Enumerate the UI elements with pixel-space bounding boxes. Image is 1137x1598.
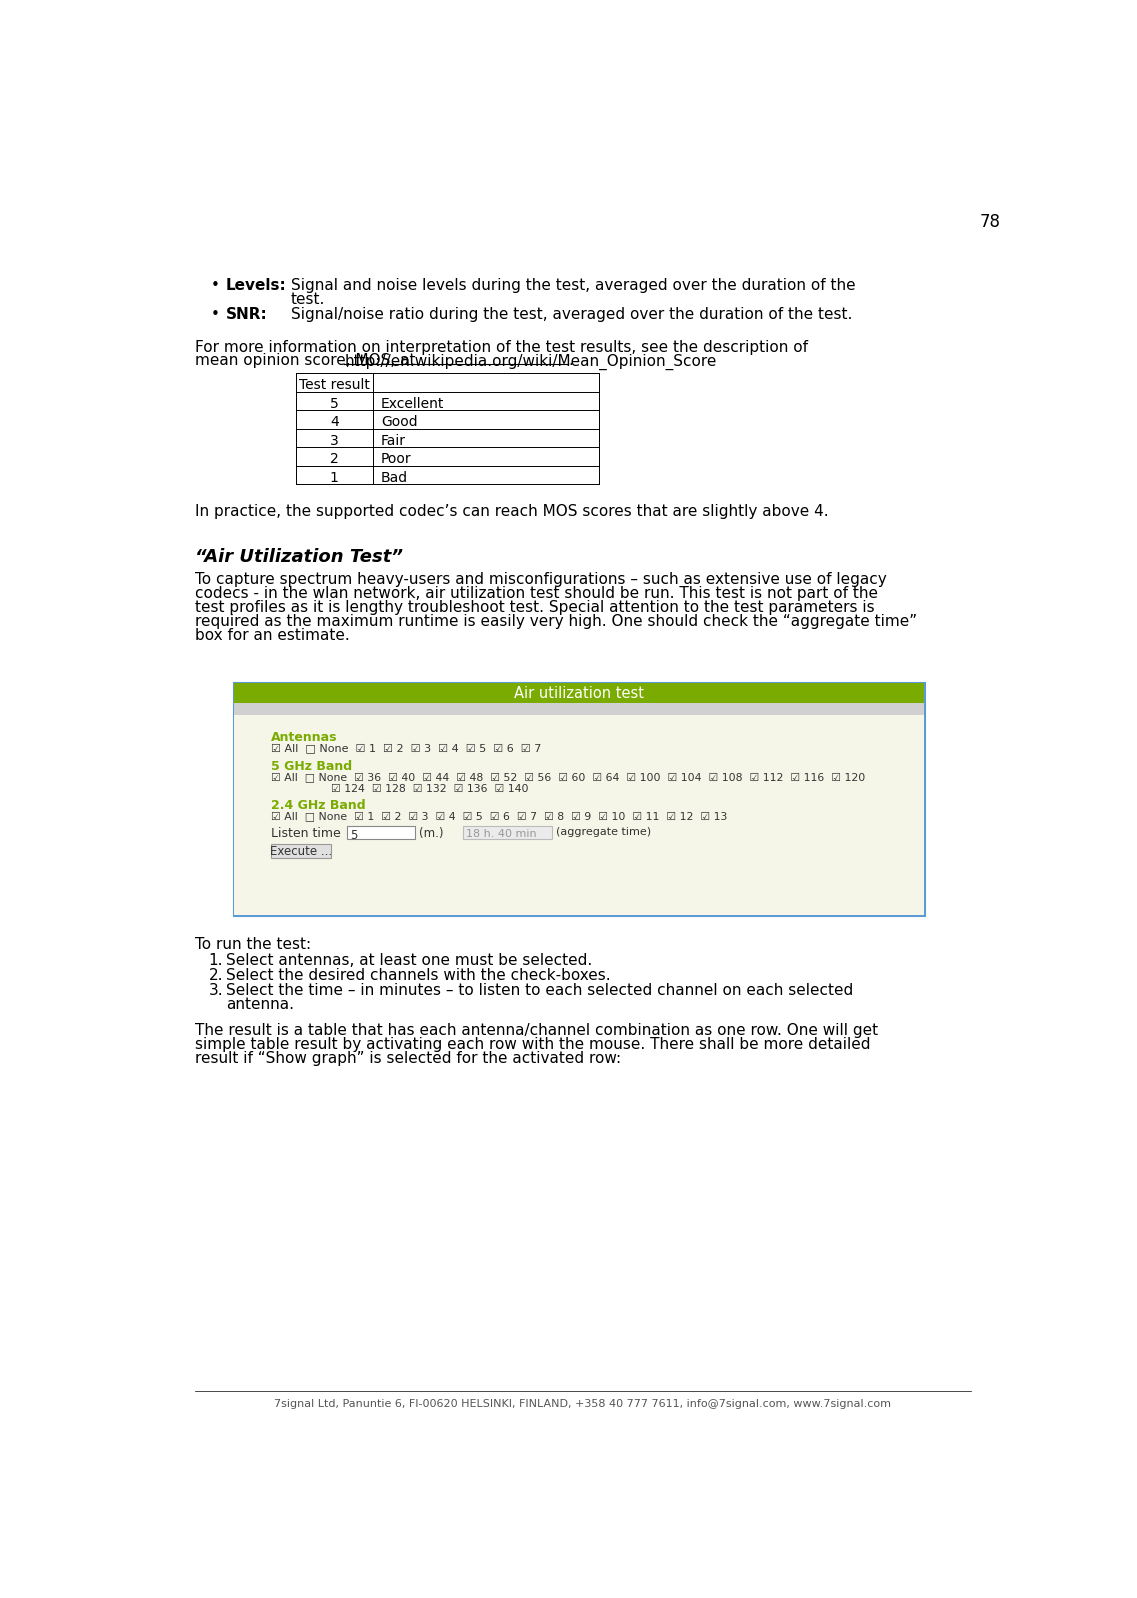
Text: 5: 5	[350, 828, 357, 842]
Text: Excellent: Excellent	[381, 396, 445, 411]
Bar	[347, 826, 415, 839]
Text: 18 h. 40 min: 18 h. 40 min	[466, 828, 537, 839]
Bar	[463, 826, 553, 839]
Text: Signal/noise ratio during the test, averaged over the duration of the test.: Signal/noise ratio during the test, aver…	[291, 307, 853, 323]
Text: mean opinion score, MOS, at: mean opinion score, MOS, at	[194, 353, 421, 369]
Bar	[271, 844, 331, 858]
Text: codecs - in the wlan network, air utilization test should be run. This test is n: codecs - in the wlan network, air utiliz…	[194, 586, 878, 601]
Text: Execute ...: Execute ...	[269, 845, 332, 858]
Text: 3: 3	[330, 433, 339, 447]
Bar	[234, 682, 924, 703]
Text: 3.: 3.	[209, 983, 223, 999]
Text: ☑ All  □ None  ☑ 1  ☑ 2  ☑ 3  ☑ 4  ☑ 5  ☑ 6  ☑ 7: ☑ All □ None ☑ 1 ☑ 2 ☑ 3 ☑ 4 ☑ 5 ☑ 6 ☑ 7	[271, 743, 541, 753]
Text: Antennas: Antennas	[271, 730, 338, 743]
Bar	[233, 682, 924, 916]
Text: 2.: 2.	[209, 968, 223, 983]
Text: box for an estimate.: box for an estimate.	[194, 628, 349, 642]
Text: Fair: Fair	[381, 433, 406, 447]
Text: To capture spectrum heavy-users and misconfigurations – such as extensive use of: To capture spectrum heavy-users and misc…	[194, 572, 887, 586]
Text: test.: test.	[291, 292, 325, 307]
Text: “Air Utilization Test”: “Air Utilization Test”	[194, 548, 402, 566]
Text: 7signal Ltd, Panuntie 6, FI-00620 HELSINKI, FINLAND, +358 40 777 7611, info@7sig: 7signal Ltd, Panuntie 6, FI-00620 HELSIN…	[274, 1400, 890, 1409]
Text: Bad: Bad	[381, 470, 408, 484]
Text: Select the time – in minutes – to listen to each selected channel on each select: Select the time – in minutes – to listen…	[226, 983, 853, 999]
Text: To run the test:: To run the test:	[194, 936, 310, 952]
Text: 4: 4	[330, 415, 339, 428]
Text: Signal and noise levels during the test, averaged over the duration of the: Signal and noise levels during the test,…	[291, 278, 855, 292]
Text: In practice, the supported codec’s can reach MOS scores that are slightly above : In practice, the supported codec’s can r…	[194, 505, 829, 519]
Text: simple table result by activating each row with the mouse. There shall be more d: simple table result by activating each r…	[194, 1037, 870, 1051]
Text: Select the desired channels with the check-boxes.: Select the desired channels with the che…	[226, 968, 611, 983]
Bar	[234, 716, 924, 914]
Text: ☑ 124  ☑ 128  ☑ 132  ☑ 136  ☑ 140: ☑ 124 ☑ 128 ☑ 132 ☑ 136 ☑ 140	[331, 785, 529, 794]
Text: •: •	[210, 307, 219, 323]
Text: http://en.wikipedia.org/wiki/Mean_Opinion_Score: http://en.wikipedia.org/wiki/Mean_Opinio…	[345, 353, 716, 369]
Text: test profiles as it is lengthy troubleshoot test. Special attention to the test : test profiles as it is lengthy troublesh…	[194, 599, 874, 615]
Text: result if “Show graph” is selected for the activated row:: result if “Show graph” is selected for t…	[194, 1051, 621, 1066]
Text: Test result: Test result	[299, 379, 370, 392]
Text: For more information on interpretation of the test results, see the description : For more information on interpretation o…	[194, 340, 807, 355]
Text: Air utilization test: Air utilization test	[514, 686, 645, 700]
Text: Levels:: Levels:	[226, 278, 287, 292]
Text: Good: Good	[381, 415, 417, 428]
Text: 2.4 GHz Band: 2.4 GHz Band	[271, 799, 365, 812]
Text: .: .	[568, 353, 573, 369]
Text: 1: 1	[330, 470, 339, 484]
Text: (m.): (m.)	[418, 828, 443, 841]
Text: required as the maximum runtime is easily very high. One should check the “aggre: required as the maximum runtime is easil…	[194, 614, 916, 628]
Text: ☑ All  □ None  ☑ 1  ☑ 2  ☑ 3  ☑ 4  ☑ 5  ☑ 6  ☑ 7  ☑ 8  ☑ 9  ☑ 10  ☑ 11  ☑ 12  ☑ : ☑ All □ None ☑ 1 ☑ 2 ☑ 3 ☑ 4 ☑ 5 ☑ 6 ☑ 7…	[271, 812, 728, 821]
Text: •: •	[210, 278, 219, 292]
Text: Select antennas, at least one must be selected.: Select antennas, at least one must be se…	[226, 952, 592, 967]
Text: (aggregate time): (aggregate time)	[556, 828, 652, 837]
Text: The result is a table that has each antenna/channel combination as one row. One : The result is a table that has each ante…	[194, 1023, 878, 1039]
Text: 5: 5	[330, 396, 339, 411]
Text: Poor: Poor	[381, 452, 412, 467]
Text: ☑ All  □ None  ☑ 36  ☑ 40  ☑ 44  ☑ 48  ☑ 52  ☑ 56  ☑ 60  ☑ 64  ☑ 100  ☑ 104  ☑ 1: ☑ All □ None ☑ 36 ☑ 40 ☑ 44 ☑ 48 ☑ 52 ☑ …	[271, 772, 865, 783]
Text: 78: 78	[979, 213, 1001, 232]
Bar	[234, 703, 924, 716]
Text: 2: 2	[330, 452, 339, 467]
Text: Listen time: Listen time	[271, 828, 340, 841]
Text: 5 GHz Band: 5 GHz Band	[271, 761, 351, 773]
Text: 1.: 1.	[209, 952, 223, 967]
Text: antenna.: antenna.	[226, 997, 293, 1012]
Text: SNR:: SNR:	[226, 307, 267, 323]
